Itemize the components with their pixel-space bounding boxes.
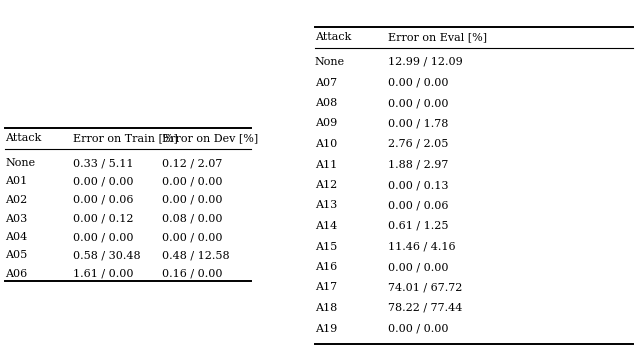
Text: 0.16 / 0.00: 0.16 / 0.00 [162, 269, 223, 279]
Text: 0.00 / 0.00: 0.00 / 0.00 [388, 98, 448, 108]
Text: None: None [5, 158, 35, 168]
Text: Error on Train [%]: Error on Train [%] [73, 133, 178, 143]
Text: A15: A15 [315, 242, 337, 252]
Text: A12: A12 [315, 180, 337, 190]
Text: 0.00 / 0.13: 0.00 / 0.13 [388, 180, 448, 190]
Text: 0.00 / 0.06: 0.00 / 0.06 [388, 200, 448, 211]
Text: 11.46 / 4.16: 11.46 / 4.16 [388, 242, 455, 252]
Text: 0.00 / 0.00: 0.00 / 0.00 [388, 324, 448, 334]
Text: 74.01 / 67.72: 74.01 / 67.72 [388, 282, 462, 292]
Text: A10: A10 [315, 139, 337, 149]
Text: 0.00 / 0.00: 0.00 / 0.00 [73, 176, 134, 187]
Text: A14: A14 [315, 221, 337, 231]
Text: A04: A04 [5, 232, 27, 242]
Text: 0.00 / 0.00: 0.00 / 0.00 [162, 232, 223, 242]
Text: A06: A06 [5, 269, 27, 279]
Text: 0.00 / 0.00: 0.00 / 0.00 [388, 77, 448, 87]
Text: A03: A03 [5, 213, 27, 223]
Text: A07: A07 [315, 77, 337, 87]
Text: A05: A05 [5, 251, 27, 261]
Text: 0.61 / 1.25: 0.61 / 1.25 [388, 221, 448, 231]
Text: 0.48 / 12.58: 0.48 / 12.58 [162, 251, 230, 261]
Text: 0.00 / 0.00: 0.00 / 0.00 [162, 176, 223, 187]
Text: A09: A09 [315, 118, 337, 129]
Text: A11: A11 [315, 160, 337, 169]
Text: A08: A08 [315, 98, 337, 108]
Text: 1.88 / 2.97: 1.88 / 2.97 [388, 160, 448, 169]
Text: Attack: Attack [315, 32, 351, 42]
Text: 0.00 / 0.00: 0.00 / 0.00 [73, 232, 134, 242]
Text: 0.00 / 1.78: 0.00 / 1.78 [388, 118, 448, 129]
Text: 12.99 / 12.09: 12.99 / 12.09 [388, 57, 463, 67]
Text: 78.22 / 77.44: 78.22 / 77.44 [388, 303, 462, 313]
Text: A18: A18 [315, 303, 337, 313]
Text: Error on Dev [%]: Error on Dev [%] [162, 133, 258, 143]
Text: None: None [315, 57, 345, 67]
Text: A17: A17 [315, 282, 337, 292]
Text: 0.00 / 0.06: 0.00 / 0.06 [73, 195, 134, 205]
Text: 0.58 / 30.48: 0.58 / 30.48 [73, 251, 141, 261]
Text: A19: A19 [315, 324, 337, 334]
Text: 0.08 / 0.00: 0.08 / 0.00 [162, 213, 223, 223]
Text: 0.12 / 2.07: 0.12 / 2.07 [162, 158, 223, 168]
Text: 1.61 / 0.00: 1.61 / 0.00 [73, 269, 134, 279]
Text: 0.33 / 5.11: 0.33 / 5.11 [73, 158, 134, 168]
Text: A13: A13 [315, 200, 337, 211]
Text: Attack: Attack [5, 133, 41, 143]
Text: 0.00 / 0.00: 0.00 / 0.00 [388, 262, 448, 272]
Text: Error on Eval [%]: Error on Eval [%] [388, 32, 487, 42]
Text: A01: A01 [5, 176, 27, 187]
Text: 0.00 / 0.12: 0.00 / 0.12 [73, 213, 134, 223]
Text: A16: A16 [315, 262, 337, 272]
Text: A02: A02 [5, 195, 27, 205]
Text: 0.00 / 0.00: 0.00 / 0.00 [162, 195, 223, 205]
Text: 2.76 / 2.05: 2.76 / 2.05 [388, 139, 448, 149]
